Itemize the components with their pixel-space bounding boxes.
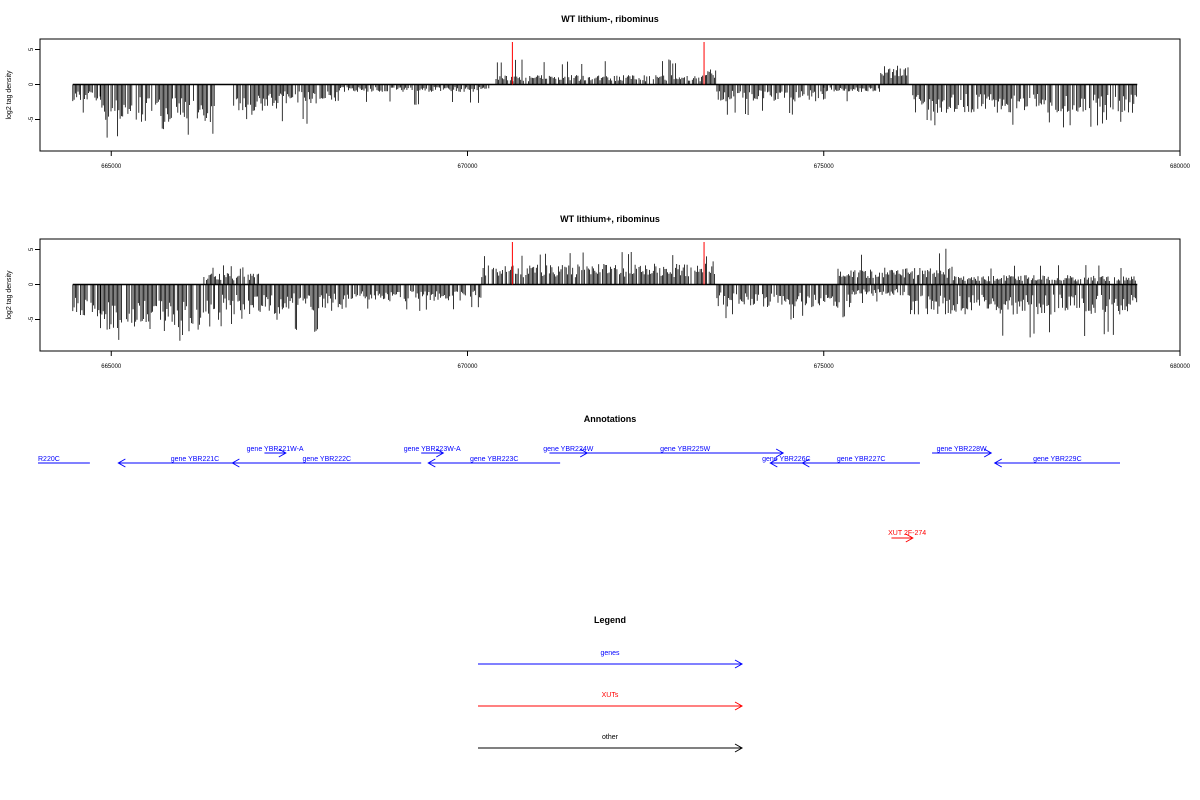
arrowhead-icon (278, 448, 287, 458)
y-axis-label: log2 tag density (6, 70, 13, 120)
legend-label: genes (600, 650, 620, 657)
gene-label: gene YBR221W-A (247, 446, 304, 453)
x-tick-label: 680000 (1170, 364, 1191, 370)
arrowhead-icon (117, 458, 126, 468)
gene-label: gene YBR226C (762, 456, 811, 463)
arrowhead-icon (983, 448, 993, 458)
legend-label: other (602, 734, 619, 741)
x-tick-label: 675000 (814, 364, 835, 370)
y-tick-label: 5 (29, 47, 35, 51)
gene-label: gene YBR225W (660, 446, 710, 453)
panel-title: WT lithium-, ribominus (561, 14, 659, 24)
arrowhead-icon (231, 458, 240, 468)
gene-label: gene YBR222C (303, 456, 352, 463)
gene-label: gene YBR223C (470, 456, 519, 463)
plot-frame (39, 238, 1181, 352)
panel-lithium-plus: WT lithium+, ribominus log2 tag density … (6, 214, 1191, 370)
x-tick-label: 675000 (814, 164, 835, 170)
y-tick-label: -5 (29, 116, 35, 122)
gene-label: gene YBR227C (837, 456, 886, 463)
plot-frame (39, 38, 1181, 152)
x-tick-label: 665000 (101, 364, 122, 370)
gene-label: gene YBR229C (1033, 456, 1082, 463)
gene-label: R220C (38, 456, 60, 463)
gene-label: gene YBR224W (543, 446, 593, 453)
arrowhead-icon (905, 533, 914, 543)
x-axis: 665000 670000 675000 680000 (101, 164, 1190, 170)
y-tick-label: 5 (29, 247, 35, 251)
arrowhead-icon (734, 659, 744, 669)
y-tick-label: -5 (29, 316, 35, 322)
y-axis-label: log2 tag density (6, 270, 13, 320)
legend-items: genes XUTs other (478, 650, 744, 753)
arrowhead-icon (801, 458, 810, 468)
x-tick-label: 665000 (101, 164, 122, 170)
xut-label: XUT 2F-274 (888, 530, 926, 537)
gene-label: gene YBR221C (171, 456, 220, 463)
arrowhead-icon (734, 743, 744, 753)
legend-label: XUTs (602, 692, 619, 699)
signal-bars (35, 242, 1181, 356)
y-axis: 5 0 -5 (29, 47, 35, 122)
legend: Legend genes XUTs other (478, 615, 744, 753)
arrowhead-icon (427, 458, 436, 468)
gene-label: gene YBR228W (937, 446, 987, 453)
arrowhead-icon (993, 458, 1002, 468)
signal-bars (35, 42, 1181, 156)
x-tick-label: 670000 (457, 164, 478, 170)
legend-title: Legend (594, 615, 626, 625)
annotation-features: R220C gene YBR221C gene YBR221W-A gene YBR2… (38, 446, 1120, 543)
gene-label: gene YBR223W-A (404, 446, 461, 453)
x-tick-label: 680000 (1170, 164, 1191, 170)
y-axis: 5 0 -5 (29, 247, 35, 322)
panel-title: WT lithium+, ribominus (560, 214, 660, 224)
y-tick-label: 0 (29, 82, 35, 86)
y-tick-label: 0 (29, 282, 35, 286)
arrowhead-icon (436, 448, 445, 458)
annotations-track: Annotations R220C gene YBR221C gene YBR221… (38, 414, 1120, 543)
arrowhead-icon (769, 458, 778, 468)
arrowhead-icon (734, 701, 744, 711)
x-axis: 665000 670000 675000 680000 (101, 364, 1190, 370)
x-tick-label: 670000 (457, 364, 478, 370)
arrowhead-icon (775, 448, 785, 458)
annotations-title: Annotations (584, 414, 637, 424)
panel-lithium-minus: WT lithium-, ribominus log2 tag density … (6, 14, 1191, 170)
